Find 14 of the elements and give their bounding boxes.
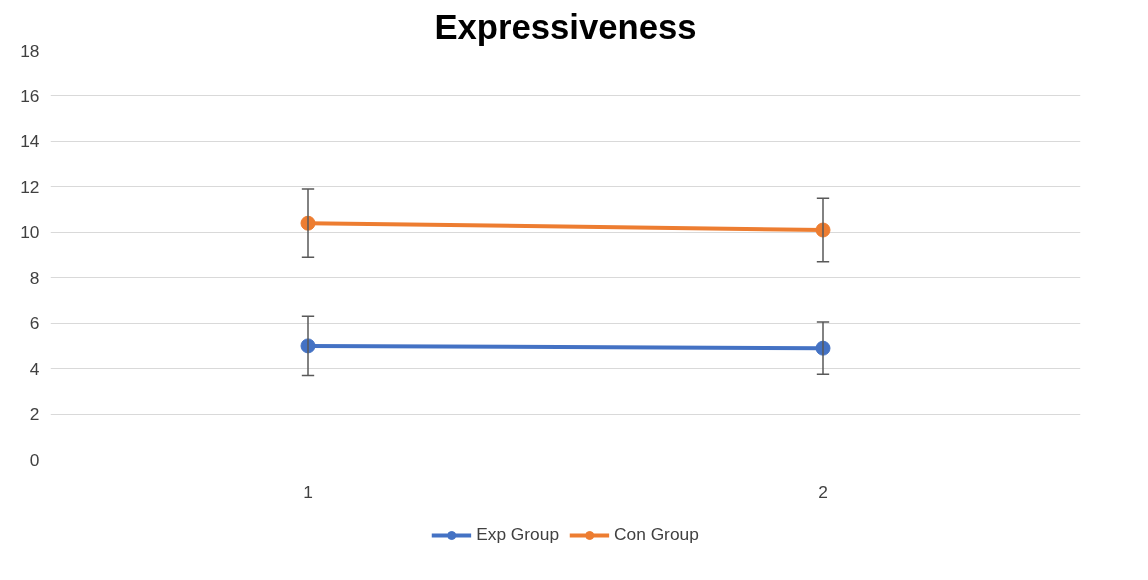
y-tick-label: 0 <box>29 449 40 470</box>
y-tick-label: 6 <box>29 313 40 334</box>
legend-label: Con Group <box>614 524 699 545</box>
y-tick-label: 4 <box>29 358 40 379</box>
y-tick-label: 8 <box>29 267 40 288</box>
chart-title: Expressiveness <box>434 7 697 46</box>
x-tick-label: 1 <box>303 481 313 502</box>
y-tick-label: 18 <box>20 40 40 61</box>
y-tick-label: 14 <box>20 131 40 152</box>
y-tick-label: 10 <box>20 222 40 243</box>
legend-label: Exp Group <box>476 524 560 545</box>
y-tick-label: 16 <box>20 85 40 106</box>
y-tick-label: 2 <box>29 404 40 425</box>
y-tick-label: 12 <box>20 176 40 197</box>
